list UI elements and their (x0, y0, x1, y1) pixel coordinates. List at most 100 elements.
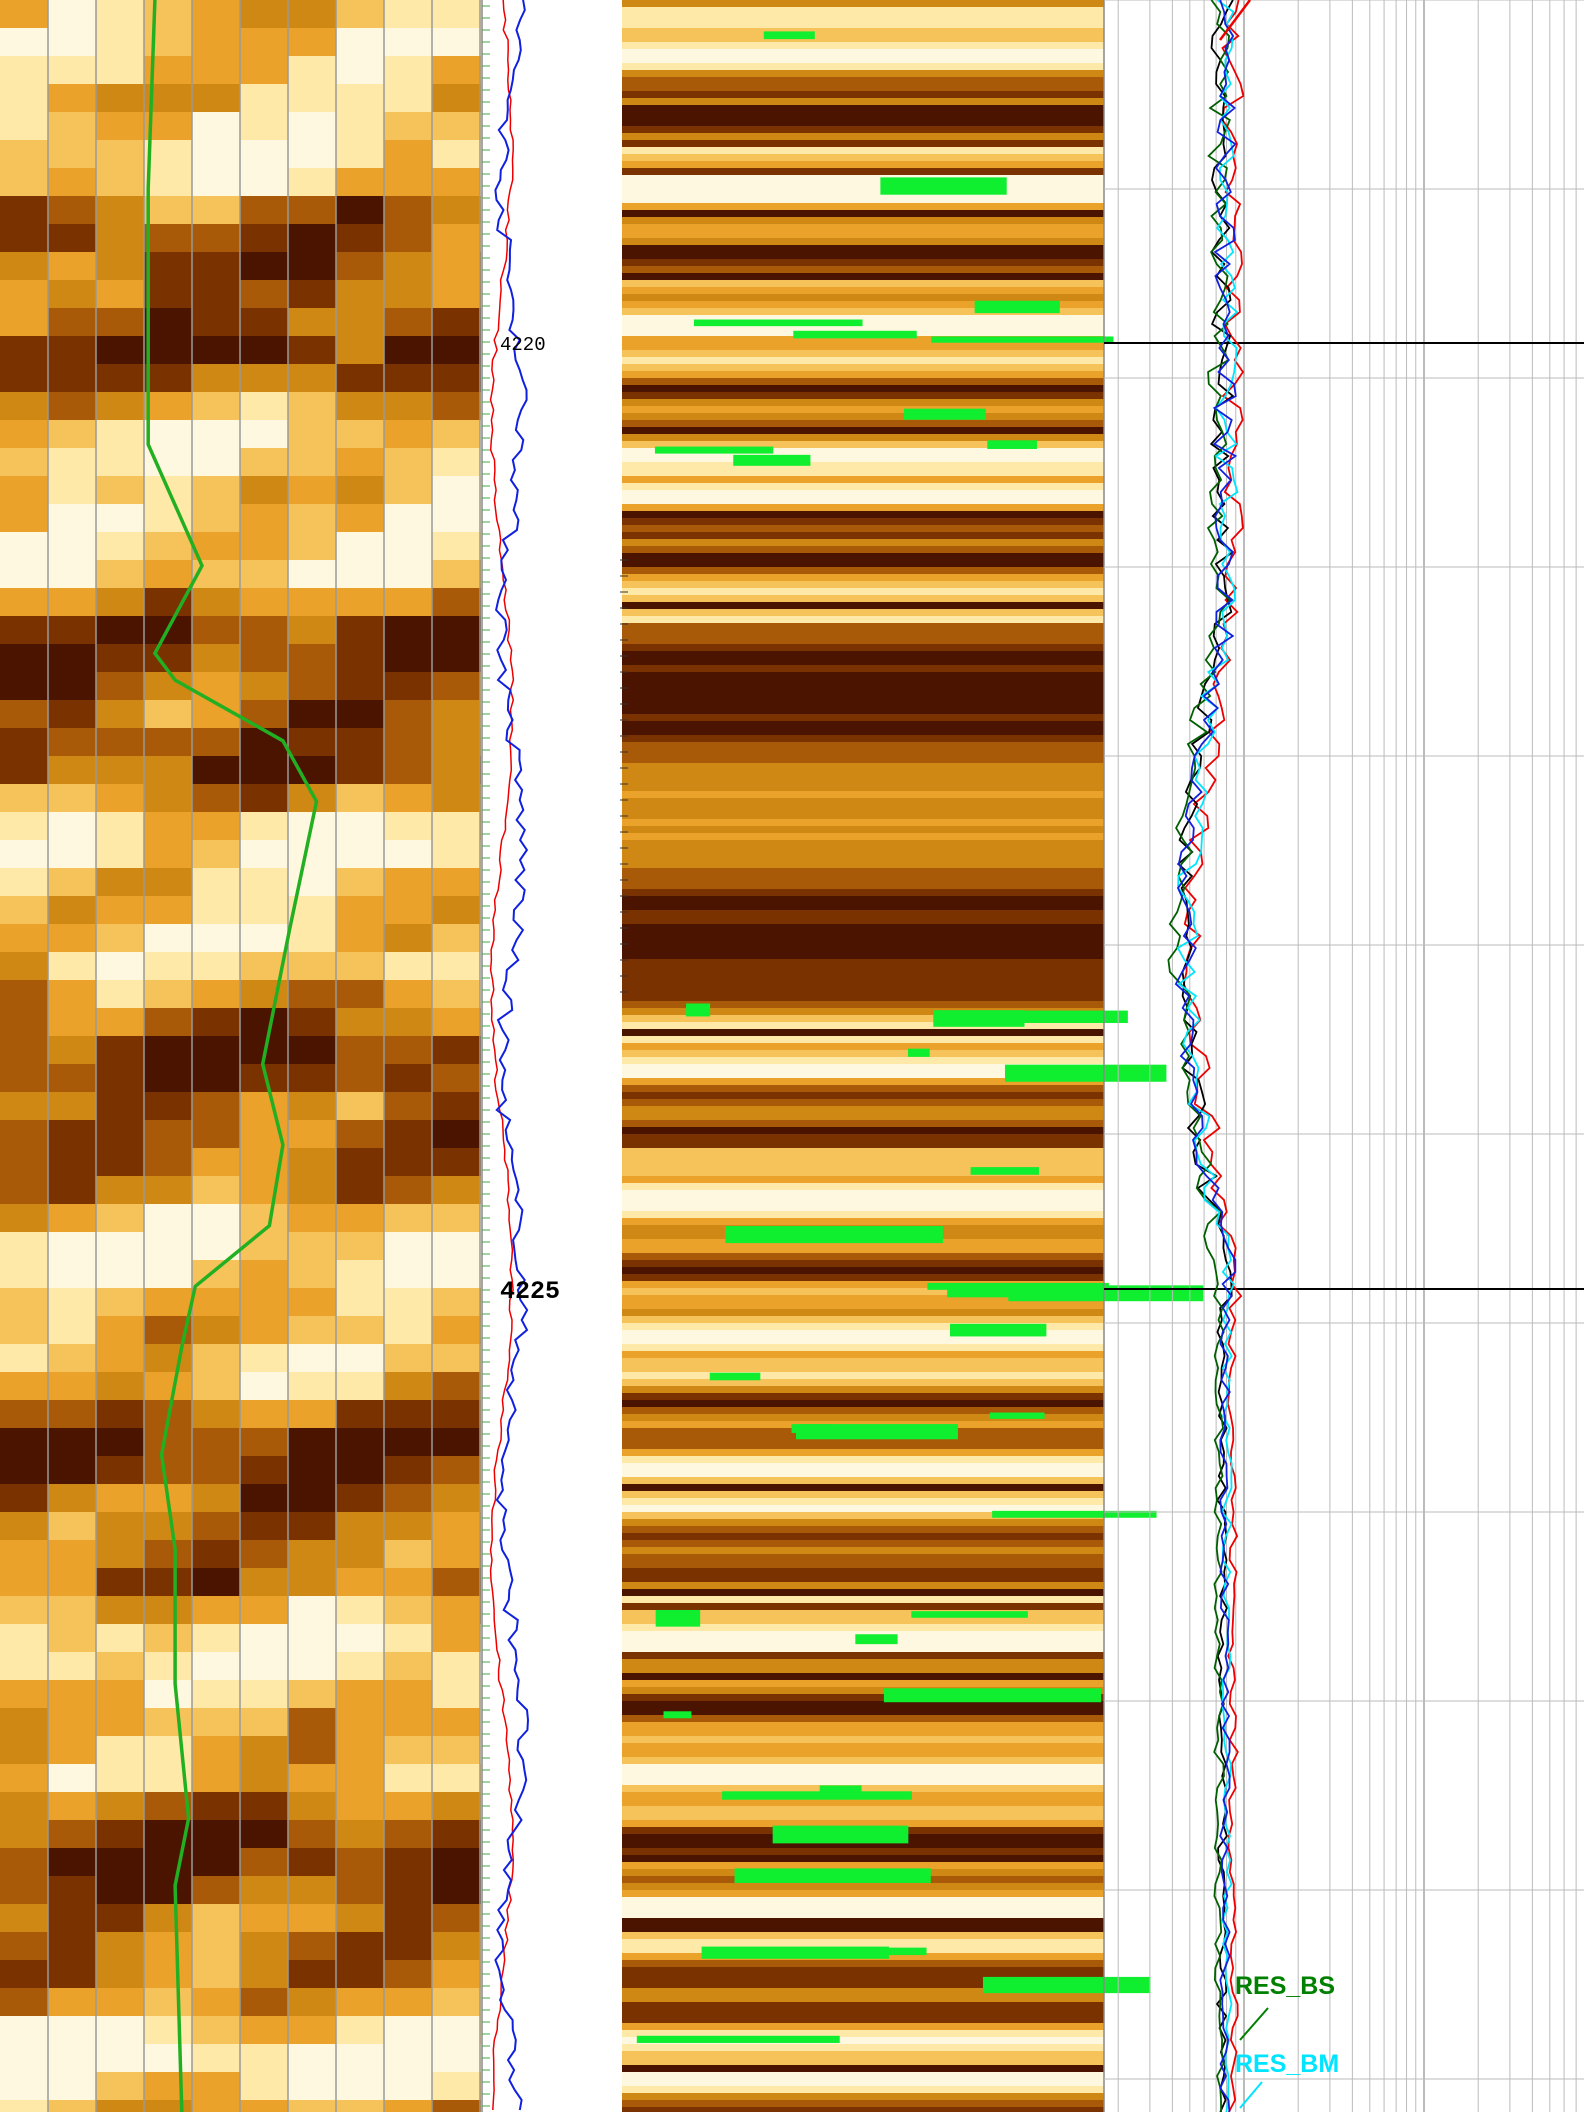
image-cell (144, 1708, 192, 1736)
image-cell (96, 1064, 144, 1092)
image-cell (192, 308, 240, 336)
image-cell (144, 700, 192, 728)
image-cell (336, 1820, 384, 1848)
image-band (622, 238, 1104, 245)
image-cell (48, 1568, 96, 1596)
image-cell (48, 644, 96, 672)
image-cell (432, 1848, 480, 1876)
image-cell (432, 868, 480, 896)
image-cell (0, 2016, 48, 2044)
image-cell (384, 756, 432, 784)
image-band (622, 385, 1104, 392)
image-band (622, 1288, 1104, 1295)
image-band (622, 2009, 1104, 2016)
image-cell (336, 1652, 384, 1680)
image-cell (432, 2016, 480, 2044)
curve (146, 0, 319, 2112)
image-cell (96, 1036, 144, 1064)
image-cell (384, 1596, 432, 1624)
image-band (622, 1358, 1104, 1365)
image-cell (0, 1484, 48, 1512)
image-cell (288, 1652, 336, 1680)
image-band (622, 1218, 1104, 1225)
image-band (622, 1274, 1104, 1281)
image-band (622, 357, 1104, 364)
image-cell (336, 1232, 384, 1260)
image-cell (336, 560, 384, 588)
image-cell (48, 84, 96, 112)
image-cell (240, 28, 288, 56)
image-band (622, 2072, 1104, 2079)
image-cell (384, 1988, 432, 2016)
image-cell (96, 1176, 144, 1204)
image-cell (144, 644, 192, 672)
image-cell (288, 1064, 336, 1092)
image-band (622, 126, 1104, 133)
image-cell (336, 980, 384, 1008)
image-cell (240, 1792, 288, 1820)
image-cell (384, 1316, 432, 1344)
image-cell (192, 252, 240, 280)
image-cell (0, 644, 48, 672)
image-cell (192, 1372, 240, 1400)
image-band (622, 833, 1104, 840)
image-band (622, 539, 1104, 546)
image-cell (240, 1708, 288, 1736)
image-cell (0, 56, 48, 84)
image-cell (336, 1484, 384, 1512)
image-cell (336, 1512, 384, 1540)
image-cell (192, 112, 240, 140)
image-cell (96, 224, 144, 252)
image-cell (192, 1428, 240, 1456)
image-band (622, 560, 1104, 567)
green-marker (795, 1424, 958, 1440)
image-cell (288, 1008, 336, 1036)
image-cell (336, 868, 384, 896)
image-cell (336, 812, 384, 840)
image-cell (48, 2072, 96, 2100)
image-cell (336, 532, 384, 560)
image-cell (96, 1120, 144, 1148)
image-cell (0, 392, 48, 420)
image-band (622, 1169, 1104, 1176)
image-band (622, 1841, 1104, 1848)
image-band (622, 616, 1104, 623)
image-cell (432, 252, 480, 280)
image-band (622, 2065, 1104, 2072)
image-cell (432, 1064, 480, 1092)
green-marker (911, 1611, 1028, 1618)
image-cell (48, 1512, 96, 1540)
image-cell (432, 280, 480, 308)
image-band (622, 2107, 1104, 2112)
image-cell (0, 1960, 48, 1988)
image-cell (432, 1764, 480, 1792)
image-cell (336, 1092, 384, 1120)
image-cell (384, 1652, 432, 1680)
image-band (622, 1071, 1104, 1078)
image-cell (384, 1960, 432, 1988)
image-cell (48, 1092, 96, 1120)
image-band (622, 210, 1104, 217)
image-cell (48, 812, 96, 840)
image-band (622, 1127, 1104, 1134)
image-cell (432, 840, 480, 868)
image-cell (0, 364, 48, 392)
image-band (622, 1092, 1104, 1099)
image-cell (144, 784, 192, 812)
image-cell (384, 308, 432, 336)
image-cell (336, 1036, 384, 1064)
image-band (622, 259, 1104, 266)
image-cell (48, 1820, 96, 1848)
image-cell (144, 1624, 192, 1652)
image-cell (240, 1092, 288, 1120)
image-cell (48, 1176, 96, 1204)
image-cell (192, 2044, 240, 2072)
image-band (622, 1806, 1104, 1813)
image-cell (240, 560, 288, 588)
image-cell (144, 1652, 192, 1680)
image-cell (432, 1176, 480, 1204)
green-marker (734, 1868, 931, 1883)
image-cell (192, 1708, 240, 1736)
image-band (622, 707, 1104, 714)
image-cell (240, 336, 288, 364)
